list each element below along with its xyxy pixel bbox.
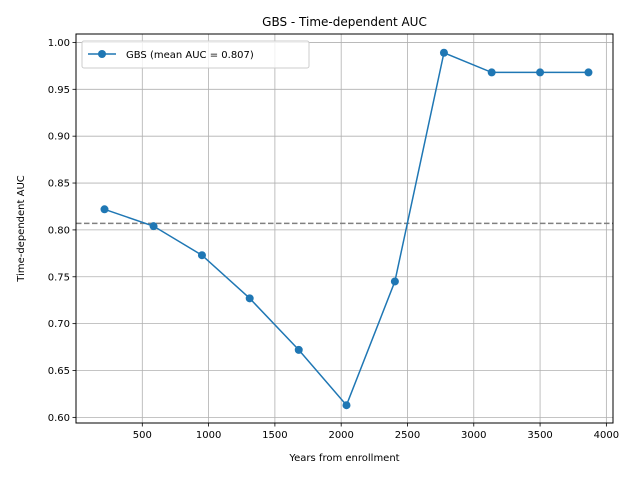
- x-tick-label: 4000: [594, 430, 619, 441]
- data-point: [536, 68, 545, 77]
- x-tick-label: 1500: [262, 430, 287, 441]
- y-tick-label: 0.60: [48, 413, 70, 424]
- data-point: [342, 401, 351, 410]
- x-tick-label: 500: [133, 430, 152, 441]
- data-point: [149, 222, 158, 231]
- x-tick-label: 1000: [196, 430, 221, 441]
- y-tick-label: 0.75: [48, 272, 70, 283]
- y-tick-label: 0.90: [48, 132, 70, 143]
- legend: GBS (mean AUC = 0.807): [81, 40, 310, 69]
- legend-box: [81, 40, 310, 69]
- y-tick-label: 0.65: [48, 366, 70, 377]
- data-point: [197, 251, 206, 260]
- x-tick-label: 2000: [328, 430, 353, 441]
- data-point: [294, 345, 303, 354]
- y-tick-label: 1.00: [48, 38, 70, 49]
- x-axis-label: Years from enrollment: [288, 453, 399, 464]
- x-ticks: 500 1000 1500 2000 2500 3000 3500 4000: [133, 423, 619, 441]
- data-point: [100, 205, 109, 214]
- grid: [76, 34, 613, 423]
- data-point: [584, 68, 593, 77]
- y-tick-label: 0.70: [48, 319, 70, 330]
- y-tick-label: 0.80: [48, 225, 70, 236]
- y-tick-label: 0.85: [48, 179, 70, 190]
- axes-frame: [75, 33, 614, 424]
- legend-entry-label: GBS (mean AUC = 0.807): [126, 50, 254, 61]
- legend-marker: [98, 50, 106, 58]
- y-ticks: 0.60 0.65 0.70 0.75 0.80 0.85 0.90 0.95 1.00: [48, 38, 76, 424]
- series-layer: [100, 48, 593, 410]
- y-axis-label: Time-dependent AUC: [16, 175, 27, 283]
- data-point: [439, 48, 448, 57]
- chart-title: GBS - Time-dependent AUC: [262, 15, 427, 29]
- series-line: [104, 51, 589, 407]
- y-tick-label: 0.95: [48, 85, 70, 96]
- x-tick-label: 3500: [527, 430, 552, 441]
- x-tick-label: 3000: [461, 430, 486, 441]
- data-point: [245, 294, 254, 303]
- data-point: [487, 68, 496, 77]
- data-point: [390, 277, 399, 286]
- x-tick-label: 2500: [395, 430, 420, 441]
